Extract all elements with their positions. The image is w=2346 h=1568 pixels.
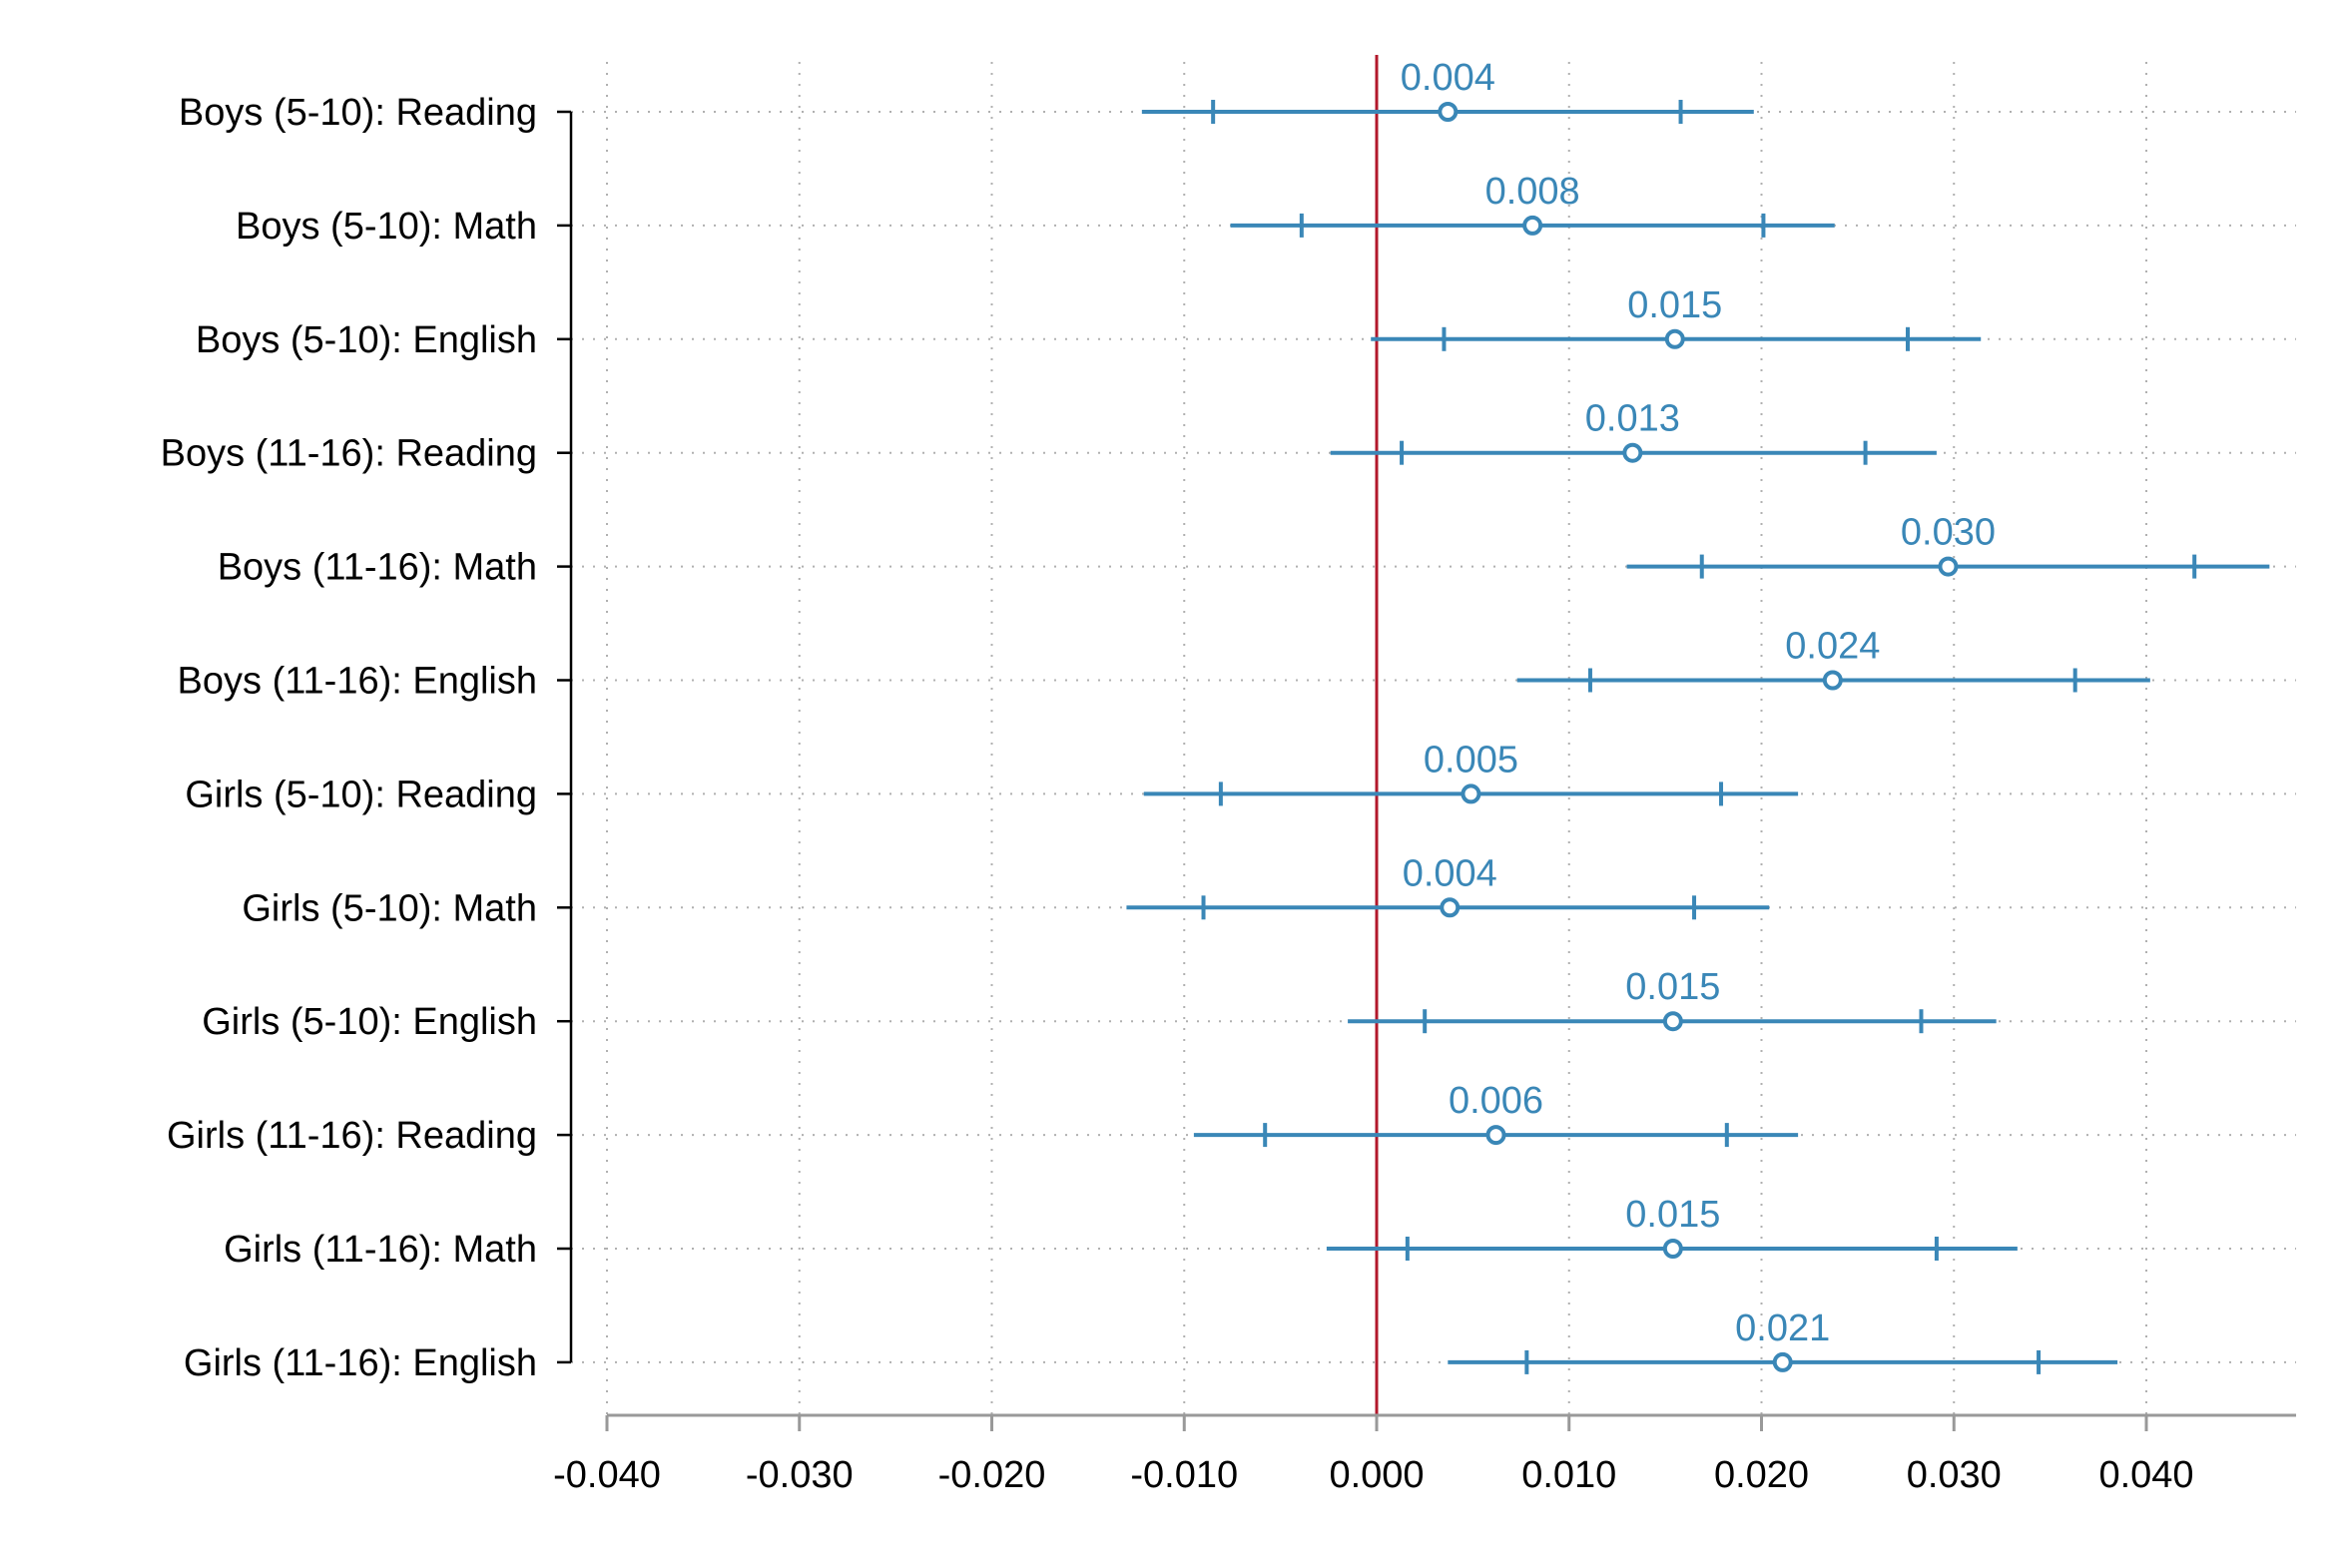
grid-layer (571, 62, 2296, 1415)
estimate-point (1664, 328, 1685, 349)
category-label: Girls (11-16): Math (224, 1229, 537, 1271)
series-layer (1126, 100, 2270, 1374)
x-tick-label: -0.010 (1130, 1454, 1238, 1496)
estimate-label: 0.004 (1403, 852, 1497, 894)
estimate-point (1772, 1351, 1793, 1372)
estimate-point (1822, 670, 1843, 691)
estimate-label: 0.015 (1625, 1194, 1720, 1236)
x-tick-label: -0.030 (746, 1454, 854, 1496)
estimate-label: 0.015 (1627, 284, 1722, 326)
estimate-label: 0.024 (1785, 626, 1880, 668)
category-label: Boys (11-16): Math (218, 547, 537, 589)
estimate-label: 0.030 (1901, 512, 1996, 554)
x-tick-label: -0.020 (938, 1454, 1046, 1496)
category-label: Girls (11-16): English (184, 1342, 537, 1384)
category-label: Boys (5-10): Reading (179, 92, 537, 134)
category-label: Boys (11-16): English (178, 661, 537, 703)
estimate-point (1522, 215, 1543, 236)
x-tick-label: 0.030 (1907, 1454, 2002, 1496)
estimate-label: 0.005 (1424, 739, 1518, 781)
x-tick-label: 0.010 (1521, 1454, 1616, 1496)
estimate-label: 0.021 (1735, 1307, 1830, 1349)
estimate-label: 0.013 (1585, 398, 1680, 440)
x-tick-label: 0.020 (1714, 1454, 1809, 1496)
category-label: Girls (5-10): English (202, 1001, 537, 1043)
category-label: Girls (5-10): Reading (185, 774, 537, 815)
x-tick-label: 0.000 (1329, 1454, 1424, 1496)
label-layer: 0.004 0.008 0.015 0.013 0.030 0.024 0.005 0.004… (1401, 57, 1996, 1349)
category-label: Boys (5-10): English (196, 319, 537, 361)
estimate-point (1461, 784, 1481, 804)
estimate-label: 0.004 (1401, 57, 1495, 99)
estimate-label: 0.006 (1449, 1080, 1543, 1122)
estimate-point (1485, 1125, 1506, 1146)
axis-layer: Boys (5-10): Reading Boys (5-10): Math Boy… (161, 92, 2296, 1496)
category-label: Boys (11-16): Reading (161, 433, 537, 475)
x-tick-label: 0.040 (2098, 1454, 2193, 1496)
estimate-label: 0.008 (1485, 171, 1580, 213)
estimate-point (1662, 1011, 1683, 1032)
category-label: Girls (5-10): Math (242, 887, 537, 929)
category-label: Girls (11-16): Reading (167, 1115, 537, 1157)
category-label: Boys (5-10): Math (236, 206, 537, 248)
estimate-point (1622, 442, 1643, 463)
estimate-point (1440, 897, 1461, 918)
estimate-point (1938, 556, 1959, 577)
estimate-label: 0.015 (1625, 966, 1720, 1008)
estimate-point (1438, 102, 1459, 122)
estimate-point (1662, 1239, 1683, 1259)
x-tick-label: -0.040 (553, 1454, 661, 1496)
